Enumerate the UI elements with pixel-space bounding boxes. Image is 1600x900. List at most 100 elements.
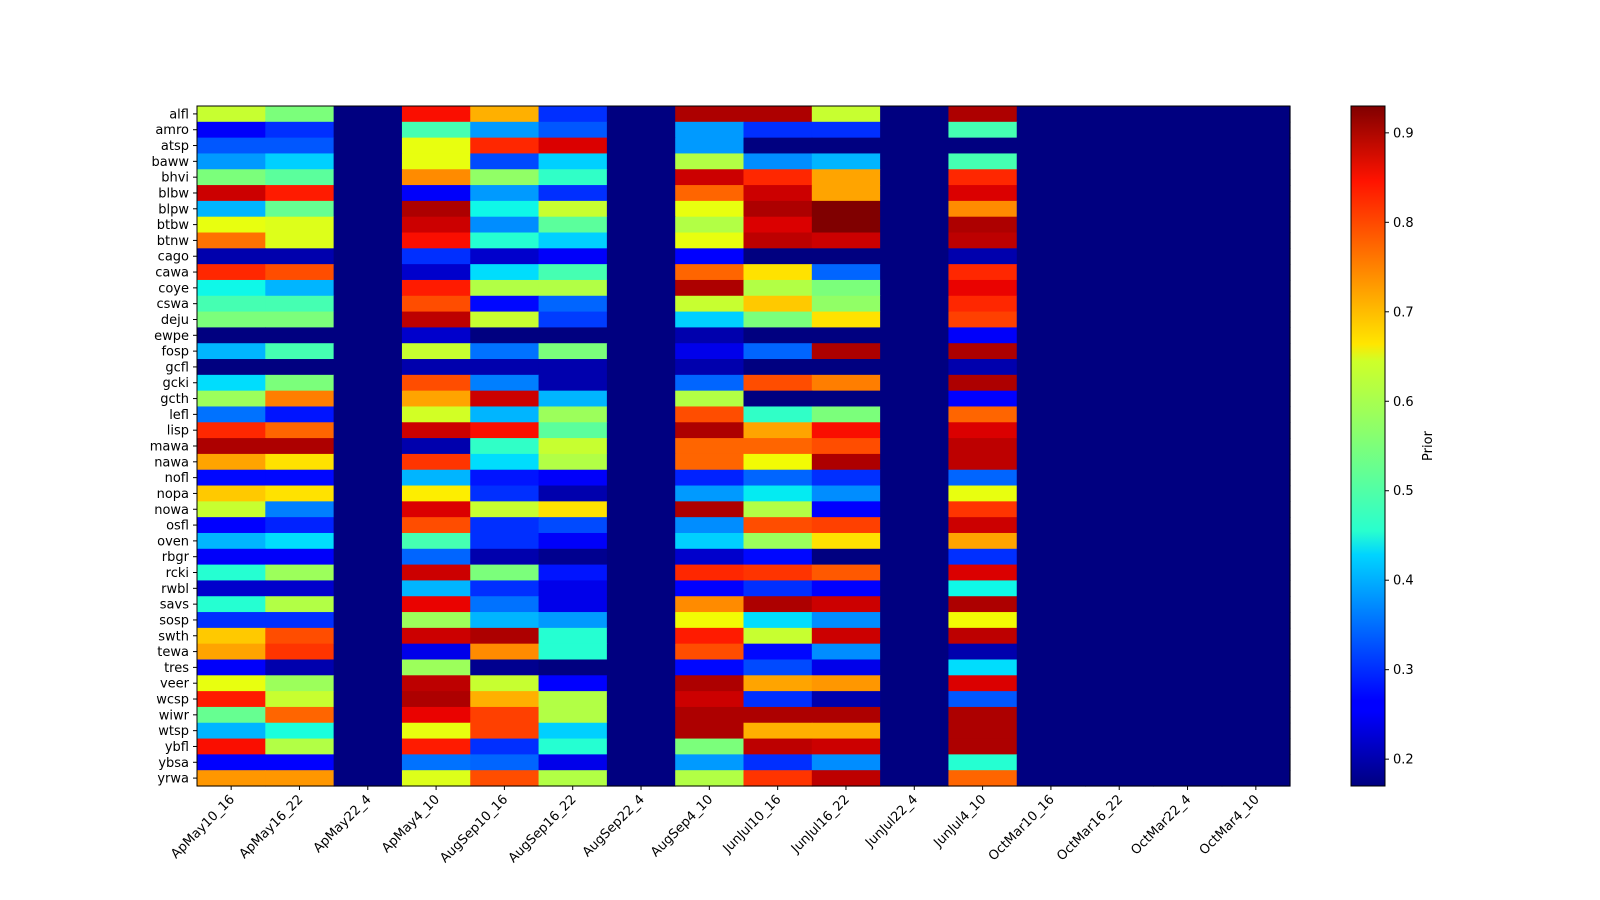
heatmap-cell <box>1221 264 1291 281</box>
heatmap-cell <box>811 185 881 202</box>
heatmap-cell <box>606 675 676 692</box>
heatmap-cell <box>1221 532 1291 550</box>
heatmap-cell <box>811 232 881 249</box>
heatmap-cell <box>470 169 540 186</box>
heatmap-cell <box>470 106 540 123</box>
heatmap-cell <box>948 438 1018 455</box>
heatmap-cell <box>1016 770 1086 787</box>
heatmap-cell <box>811 580 881 597</box>
heatmap-cell <box>743 469 813 487</box>
heatmap-cell <box>333 200 403 218</box>
heatmap-cell <box>538 580 608 597</box>
heatmap-cell <box>743 248 813 265</box>
heatmap-cell <box>606 564 676 582</box>
heatmap-cell <box>948 485 1018 502</box>
heatmap-cell <box>1153 232 1223 249</box>
heatmap-cell <box>1153 627 1223 645</box>
heatmap-cell <box>811 406 881 423</box>
heatmap-cell <box>675 390 745 408</box>
heatmap-cell <box>538 390 608 408</box>
heatmap-cell <box>538 643 608 661</box>
heatmap-cell <box>743 169 813 186</box>
heatmap-cell <box>811 675 881 692</box>
heatmap-cell <box>743 390 813 408</box>
heatmap-cell <box>197 643 266 661</box>
heatmap-cell <box>880 517 950 534</box>
heatmap-cell <box>265 185 335 202</box>
x-tick-label: OctMar22_4 <box>1128 792 1194 858</box>
heatmap-cell <box>265 722 335 740</box>
heatmap-cell <box>1016 501 1086 518</box>
heatmap-cell <box>1016 438 1086 455</box>
heatmap-cell <box>743 627 813 645</box>
heatmap-cell <box>401 485 471 502</box>
heatmap-cell <box>743 200 813 218</box>
heatmap-cell <box>265 232 335 249</box>
heatmap-cell <box>675 137 745 155</box>
heatmap-cell <box>265 264 335 281</box>
heatmap-cell <box>197 438 266 455</box>
heatmap-cell <box>401 438 471 455</box>
heatmap-cell <box>811 691 881 708</box>
heatmap-cell <box>197 343 266 360</box>
heatmap-cell <box>265 311 335 328</box>
heatmap-cell <box>1016 548 1086 566</box>
heatmap-cell <box>197 612 266 629</box>
heatmap-cell <box>1221 311 1291 328</box>
heatmap-cell <box>1221 580 1291 597</box>
heatmap-cell <box>675 343 745 360</box>
heatmap-cell <box>948 232 1018 249</box>
heatmap-cell <box>606 359 676 376</box>
heatmap-cell <box>948 106 1018 123</box>
heatmap-cell <box>470 264 540 281</box>
heatmap-cell <box>948 612 1018 629</box>
y-tick-label: alfl <box>169 107 189 122</box>
heatmap-cell <box>197 390 266 408</box>
heatmap-cell <box>948 532 1018 550</box>
heatmap-cell <box>470 754 540 771</box>
heatmap-cell <box>948 279 1018 297</box>
heatmap-cell <box>538 327 608 344</box>
heatmap-cell <box>675 580 745 597</box>
heatmap-cell <box>675 232 745 249</box>
heatmap-cell <box>880 153 950 170</box>
heatmap-cell <box>265 327 335 344</box>
heatmap-cell <box>333 279 403 297</box>
heatmap-cell <box>948 390 1018 408</box>
heatmap-cell <box>743 501 813 518</box>
y-tick-label: rcki <box>166 566 189 581</box>
heatmap-cell <box>675 438 745 455</box>
heatmap-cell <box>675 706 745 724</box>
heatmap-cell <box>675 501 745 518</box>
heatmap-cell <box>743 311 813 328</box>
x-tick-label: AugSep22_4 <box>580 792 648 860</box>
heatmap-cell <box>880 627 950 645</box>
heatmap-cell <box>401 722 471 740</box>
heatmap-cell <box>1221 485 1291 502</box>
heatmap-cell <box>265 279 335 297</box>
heatmap-cell <box>197 564 266 582</box>
heatmap-cell <box>470 248 540 265</box>
heatmap-cell <box>197 295 266 313</box>
heatmap-cell <box>401 406 471 423</box>
heatmap-cell <box>811 248 881 265</box>
x-tick-label: OctMar4_10 <box>1197 792 1263 858</box>
heatmap-cell <box>333 106 403 123</box>
heatmap-cell <box>538 469 608 487</box>
heatmap-cell <box>1016 185 1086 202</box>
heatmap-cell <box>880 485 950 502</box>
heatmap-cell <box>1085 675 1154 692</box>
y-tick-label: btnw <box>157 234 190 249</box>
heatmap-cell <box>675 264 745 281</box>
heatmap-cell <box>1085 485 1154 502</box>
heatmap-cell <box>1016 137 1086 155</box>
heatmap-cell <box>743 422 813 439</box>
heatmap-cell <box>880 295 950 313</box>
heatmap-cell <box>606 469 676 487</box>
heatmap-cell <box>197 770 266 787</box>
heatmap-cell <box>811 738 881 755</box>
heatmap-cell <box>1085 359 1154 376</box>
heatmap-cell <box>1153 327 1223 344</box>
heatmap-cell <box>606 627 676 645</box>
heatmap-cell <box>538 374 608 392</box>
